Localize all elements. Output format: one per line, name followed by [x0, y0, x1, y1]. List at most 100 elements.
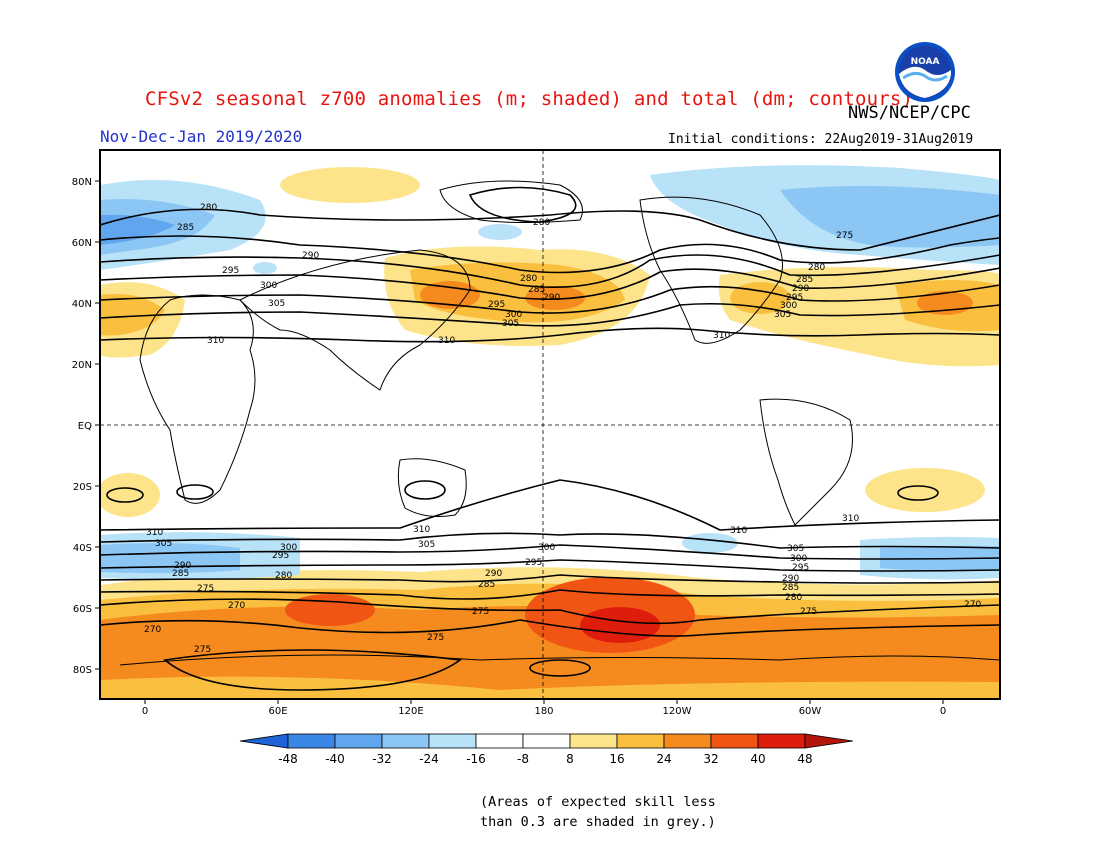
contour-label-310-g: 310	[842, 514, 859, 524]
contour-label-310-b: 310	[438, 336, 455, 346]
contour-label-290-c: 290	[792, 284, 809, 294]
lon-label-0: 0	[142, 706, 148, 717]
contour-label-275-c: 275	[472, 607, 489, 617]
contour-label-280-e: 280	[275, 571, 292, 581]
lon-label-180: 180	[534, 706, 553, 717]
contour-label-310-d: 310	[146, 528, 163, 538]
colorbar-tick-label: -32	[372, 752, 392, 766]
colorbar-swatch	[663, 733, 712, 749]
colorbar-tick-label: 8	[566, 752, 574, 766]
contour-label-310-e: 310	[413, 525, 430, 535]
contour-label-295-e: 295	[525, 558, 542, 568]
initial-conditions: Initial conditions: 22Aug2019-31Aug2019	[668, 132, 974, 147]
contour-label-280-b: 280	[533, 218, 550, 228]
lat-label-80n: 80N	[72, 177, 92, 188]
contour-label-285: 285	[177, 223, 194, 233]
colorbar-swatch	[475, 733, 524, 749]
lat-label-40n: 40N	[72, 299, 92, 310]
colorbar-swatch	[428, 733, 477, 749]
latitude-ticks	[95, 180, 100, 670]
lon-label-120e: 120E	[398, 706, 423, 717]
contour-label-300-c: 300	[780, 301, 797, 311]
colorbar-tick-label: 48	[797, 752, 812, 766]
colorbar-tick-label: -16	[466, 752, 486, 766]
lat-label-60s: 60S	[73, 604, 92, 615]
contour-label-295-d: 295	[272, 551, 289, 561]
contour-label-280-f: 280	[785, 593, 802, 603]
contour-label-270: 270	[228, 601, 245, 611]
subtropical-southern-anomalies	[100, 468, 985, 517]
footnote-line-2: than 0.3 are shaded in grey.)	[480, 814, 716, 830]
colorbar-tick-label: -8	[517, 752, 529, 766]
contour-label-275-f: 275	[194, 645, 211, 655]
colorbar-swatch	[616, 733, 665, 749]
svg-text:NOAA: NOAA	[911, 57, 940, 67]
contour-label-275-b: 275	[197, 584, 214, 594]
contour-label-275-d: 275	[800, 607, 817, 617]
contour-label-280: 280	[200, 203, 217, 213]
lon-label-120w: 120W	[663, 706, 692, 717]
colorbar-tick-label: -40	[325, 752, 345, 766]
lat-label-80s: 80S	[73, 665, 92, 676]
lat-label-20n: 20N	[72, 360, 92, 371]
contour-label-285-e: 285	[478, 580, 495, 590]
lat-label-eq: EQ	[78, 421, 92, 432]
contour-label-280-c: 280	[520, 274, 537, 284]
colorbar-tick-label: -48	[278, 752, 298, 766]
contour-label-270-b: 270	[144, 625, 161, 635]
continent-outlines	[119, 180, 1000, 666]
contour-label-300-b: 300	[505, 310, 522, 320]
contour-label-285-f: 285	[782, 583, 799, 593]
contour-label-285-d: 285	[172, 569, 189, 579]
lon-label-60w: 60W	[799, 706, 822, 717]
lon-label-0-east: 0	[940, 706, 946, 717]
contour-label-280-d: 280	[808, 263, 825, 273]
contour-label-285-b: 285	[528, 285, 545, 295]
contour-label-300-d: 300	[280, 543, 297, 553]
contour-label-305-e: 305	[418, 540, 435, 550]
contour-label-295-f: 295	[792, 563, 809, 573]
colorbar-swatch	[522, 733, 571, 749]
lat-label-20s: 20S	[73, 482, 92, 493]
contour-label-305-d: 305	[155, 539, 172, 549]
contour-label-300-f: 300	[790, 554, 807, 564]
colorbar-swatch	[381, 733, 430, 749]
colorbar-swatch	[334, 733, 383, 749]
colorbar-tick-label: 16	[609, 752, 624, 766]
contour-labels: 280 285 290 295 300 305 310 310 280 280 …	[144, 203, 981, 655]
colorbar-swatch	[757, 733, 806, 749]
contour-label-290-f: 290	[782, 574, 799, 584]
colorbar-tick-label: 32	[703, 752, 718, 766]
contour-label-300-e: 300	[538, 543, 555, 553]
colorbar-swatch	[569, 733, 618, 749]
contour-label-290: 290	[302, 251, 319, 261]
longitude-ticks	[144, 699, 944, 704]
contour-label-310-c: 310	[713, 331, 730, 341]
contour-label-275: 275	[836, 231, 853, 241]
lon-label-60e: 60E	[268, 706, 287, 717]
contour-label-300: 300	[260, 281, 277, 291]
skill-footnote: (Areas of expected skill less than 0.3 a…	[480, 792, 716, 832]
height-contours	[100, 186, 1000, 691]
colorbar-tick-label: -24	[419, 752, 439, 766]
contour-label-295-b: 295	[488, 300, 505, 310]
contour-label-310: 310	[207, 336, 224, 346]
contour-label-305-b: 305	[502, 319, 519, 329]
agency-label: NWS/NCEP/CPC	[848, 103, 971, 123]
footnote-line-1: (Areas of expected skill less	[480, 794, 716, 810]
contour-label-275-e: 275	[427, 633, 444, 643]
grid-lines	[100, 150, 1000, 699]
contour-label-305-c: 305	[774, 310, 791, 320]
contour-label-295: 295	[222, 266, 239, 276]
longitude-labels: 0 60E 120E 180 120W 60W 0	[142, 706, 946, 717]
southern-positive-anomalies	[100, 567, 1000, 699]
northern-negative-anomalies	[100, 165, 1000, 274]
colorbar: -48 -40 -32 -24 -16 -8 8 16 24 32 40 48	[239, 733, 854, 766]
contour-label-305: 305	[268, 299, 285, 309]
contour-label-270-c: 270	[964, 600, 981, 610]
colorbar-tick-label: 24	[656, 752, 671, 766]
contour-label-290-d: 290	[174, 561, 191, 571]
colorbar-tick-label: 40	[750, 752, 765, 766]
contour-label-295-c: 295	[786, 293, 803, 303]
